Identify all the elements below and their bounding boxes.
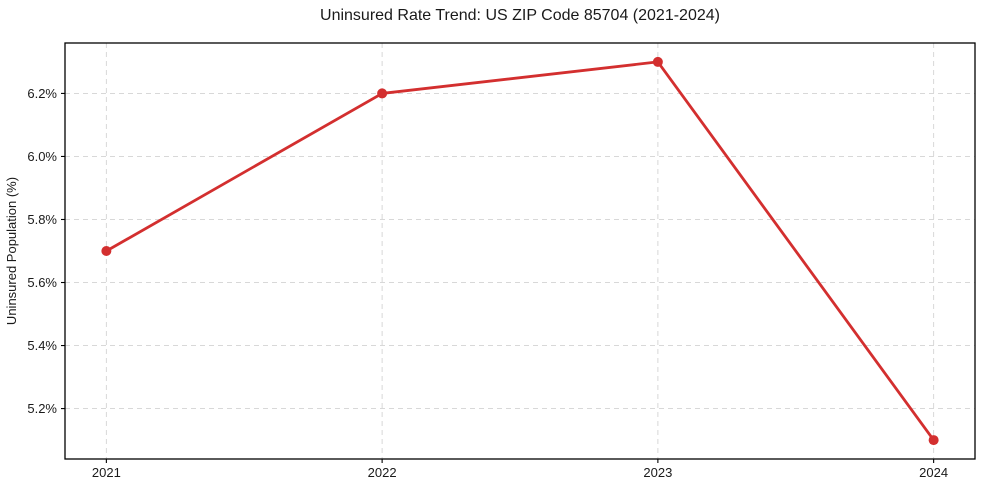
- data-point-marker: [101, 246, 112, 256]
- y-tick-label: 5.8%: [27, 212, 57, 227]
- y-tick-label: 5.4%: [27, 338, 57, 353]
- chart-title: Uninsured Rate Trend: US ZIP Code 85704 …: [320, 7, 720, 24]
- x-tick-label: 2022: [368, 465, 397, 480]
- y-tick-label: 5.6%: [27, 275, 57, 290]
- y-tick-label: 5.2%: [27, 401, 57, 416]
- y-tick-label: 6.2%: [27, 86, 57, 101]
- x-tick-label: 2024: [919, 465, 948, 480]
- y-tick-label: 6.0%: [27, 149, 57, 164]
- y-axis-title: Uninsured Population (%): [4, 177, 19, 325]
- x-tick-label: 2023: [643, 465, 672, 480]
- data-point-marker: [652, 56, 663, 67]
- data-point-marker: [377, 88, 388, 99]
- trend-line: [104, 60, 936, 442]
- axes-frame: [64, 42, 976, 460]
- data-point-marker: [928, 435, 939, 446]
- x-tick-label: 2021: [92, 465, 121, 480]
